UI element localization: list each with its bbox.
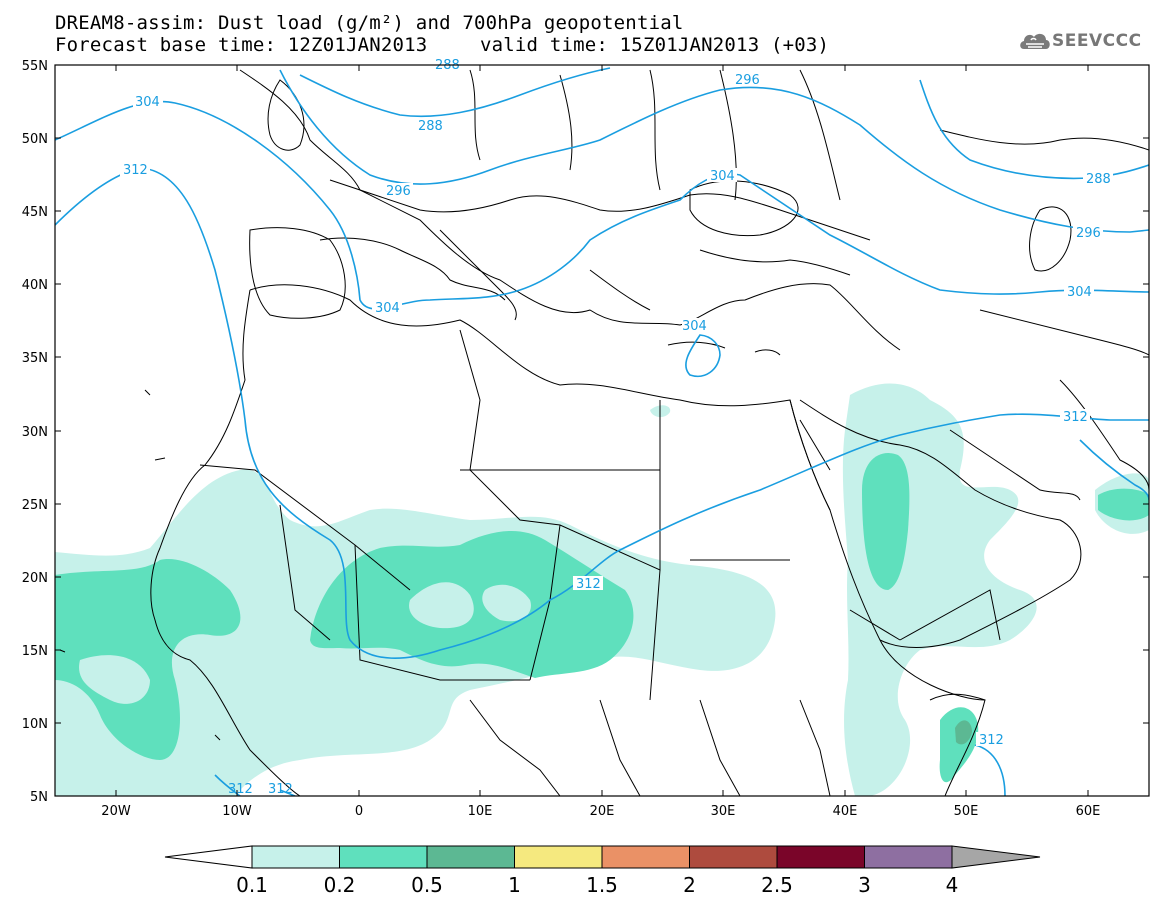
lat-tick-label: 25N: [22, 498, 48, 513]
contour-label: 312: [228, 782, 253, 797]
logo-text: SEEVCCC: [1052, 31, 1142, 51]
lon-tick-label: 50E: [954, 804, 979, 819]
lat-tick-label: 10N: [22, 717, 48, 732]
geopotential-contours: [55, 67, 1149, 796]
lon-tick-label: 40E: [833, 804, 858, 819]
dust-load-fields: [55, 383, 1149, 796]
lon-tick-label: 20W: [101, 804, 131, 819]
lat-tick-label: 40N: [22, 278, 48, 293]
contour-label: 304: [135, 95, 160, 110]
valid-time: valid time: 15Z01JAN2013 (+03): [480, 34, 830, 56]
contour-304: [55, 100, 1149, 310]
colorbar-label: 0.2: [324, 873, 356, 897]
contour-label: 312: [123, 163, 148, 178]
colorbar-swatch: [776, 845, 865, 869]
coastlines-and-borders: [59, 69, 1149, 796]
contour-label: 304: [710, 169, 735, 184]
contour-label: 312: [268, 782, 293, 797]
contour-312-somalia: [974, 744, 1006, 796]
lon-tick-label: 10E: [468, 804, 493, 819]
lat-tick-label: 15N: [22, 644, 48, 659]
figure-subtitle: Forecast base time: 12Z01JAN2013 valid t…: [55, 35, 829, 115]
contour-labels: 312 304 304 296 288 296 304 288 296 304 …: [120, 58, 1113, 797]
contour-label: 288: [1086, 172, 1111, 187]
contour-304-crete: [685, 334, 721, 377]
contour-312-gulf: [1079, 439, 1149, 501]
contour-label: 296: [1076, 226, 1101, 241]
lon-tick-label: 0: [355, 804, 363, 819]
contour-label: 296: [735, 73, 760, 88]
lat-tick-label: 50N: [22, 132, 48, 147]
lat-tick-label: 55N: [22, 59, 48, 74]
colorbar-label: 0.5: [411, 873, 443, 897]
lat-tick-label: 20N: [22, 571, 48, 586]
colorbar-label: 1: [508, 873, 521, 897]
contour-312-southwest-2: [279, 789, 296, 796]
contour-label: 304: [1067, 285, 1092, 300]
colorbar-label: 4: [946, 873, 959, 897]
dust-level-light-holes: [79, 582, 531, 704]
contour-label: 312: [979, 733, 1004, 748]
contour-label: 296: [386, 184, 411, 199]
lon-tick-label: 30E: [711, 804, 736, 819]
colorbar-label: 2: [683, 873, 696, 897]
lat-tick-label: 45N: [22, 205, 48, 220]
colorbar-swatch: [864, 845, 953, 869]
contour-label: 288: [418, 119, 443, 134]
dust-level-dark: [955, 720, 972, 745]
lat-tick-label: 35N: [22, 351, 48, 366]
contour-288-east: [919, 79, 1149, 180]
colorbar-lower-arrow: [164, 845, 253, 869]
contour-label: 304: [375, 301, 400, 316]
colorbar-swatch: [514, 845, 603, 869]
lat-tick-label: 30N: [22, 425, 48, 440]
colorbar-label: 0.1: [236, 873, 268, 897]
contour-288-west: [299, 67, 611, 118]
axis-ticks: [55, 64, 1149, 797]
contour-312-southwest: [214, 774, 241, 796]
contour-296: [279, 69, 1149, 233]
forecast-base-time: Forecast base time: 12Z01JAN2013: [55, 34, 428, 56]
longitude-labels: 20W 10W 0 10E 20E 30E 40E 50E 60E: [101, 804, 1100, 819]
colorbar-swatch: [339, 845, 428, 869]
colorbar: 0.1 0.2 0.5 1 1.5 2 2.5 3 4: [164, 845, 1041, 897]
colorbar-swatch: [426, 845, 515, 869]
dust-level-medium: [55, 453, 1149, 783]
lon-tick-label: 10W: [222, 804, 252, 819]
seevccc-logo: SEEVCCC: [1018, 27, 1153, 59]
contour-312: [55, 167, 1149, 659]
figure-title: DREAM8-assim: Dust load (g/m²) and 700hP…: [55, 12, 684, 34]
colorbar-label: 2.5: [761, 873, 793, 897]
lat-tick-label: 5N: [30, 790, 48, 805]
lon-tick-label: 20E: [590, 804, 615, 819]
colorbar-label: 1.5: [586, 873, 618, 897]
contour-label: 312: [576, 577, 601, 592]
colorbar-swatch: [601, 845, 690, 869]
lon-tick-label: 60E: [1076, 804, 1101, 819]
colorbar-label: 3: [858, 873, 871, 897]
colorbar-swatch: [251, 845, 340, 869]
cloud-logo-icon: [1020, 33, 1050, 49]
contour-label: 312: [1063, 410, 1088, 425]
colorbar-swatch: [689, 845, 778, 869]
colorbar-upper-arrow: [951, 845, 1041, 869]
contour-label: 304: [682, 319, 707, 334]
latitude-labels: 5N 10N 15N 20N 25N 30N 35N 40N 45N 50N 5…: [22, 59, 48, 805]
